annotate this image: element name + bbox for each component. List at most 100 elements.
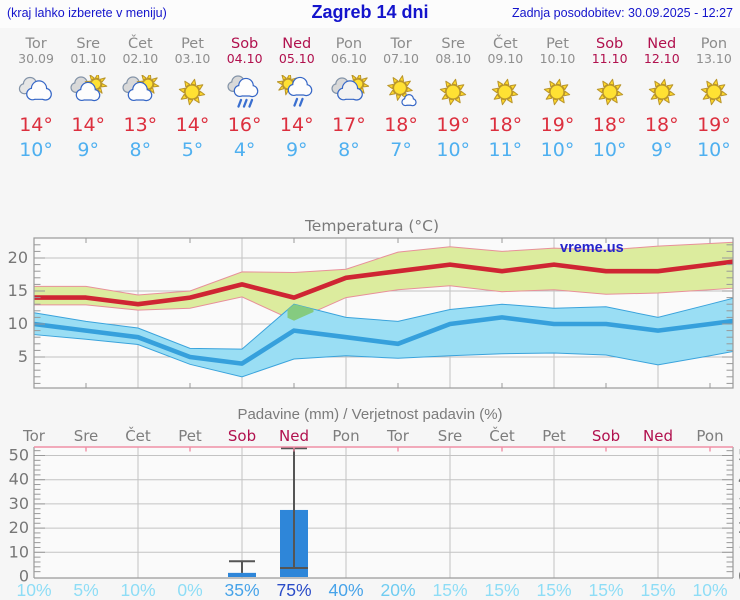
precip-ytick-right: 50 bbox=[738, 446, 740, 465]
temp-ytick: 10 bbox=[8, 314, 28, 333]
precip-probability: 10% bbox=[16, 580, 51, 600]
weather-icon-wrap bbox=[10, 75, 62, 111]
temp-ytick: 20 bbox=[8, 248, 28, 267]
precip-probability: 15% bbox=[484, 580, 519, 600]
day-date: 02.10 bbox=[122, 51, 159, 66]
day-date: 08.10 bbox=[435, 51, 472, 66]
weather-icon-wrap bbox=[323, 72, 375, 111]
watermark[interactable]: vreme.us bbox=[560, 240, 624, 256]
precip-day-label: Tor bbox=[386, 427, 410, 445]
day-column[interactable]: Pon 06.10 17° 8° bbox=[323, 28, 375, 215]
precip-day-label: Tor bbox=[22, 427, 46, 445]
day-date: 10.10 bbox=[539, 51, 576, 66]
page-header: (kraj lahko izberete v meniju) Zagreb 14… bbox=[0, 0, 740, 28]
precip-day-label: Pon bbox=[696, 427, 723, 445]
day-column[interactable]: Pon 13.10 19° 10° bbox=[688, 28, 740, 215]
day-column[interactable]: Sre 01.10 14° 9° bbox=[62, 28, 114, 215]
precip-probability: 40% bbox=[328, 580, 363, 600]
band-overlap bbox=[287, 304, 314, 321]
day-name: Sob bbox=[230, 36, 259, 52]
low-temp: 9° bbox=[650, 139, 673, 161]
sun-icon bbox=[179, 78, 206, 106]
day-date: 03.10 bbox=[174, 51, 211, 66]
precip-ytick-right: 10 bbox=[738, 542, 740, 561]
high-temp: 14° bbox=[279, 114, 314, 136]
temp-ytick: 15 bbox=[8, 281, 28, 300]
day-name: Pon bbox=[700, 36, 728, 52]
weather-icon-wrap bbox=[531, 75, 583, 111]
weather-icon-wrap bbox=[375, 75, 427, 111]
day-name: Ned bbox=[282, 36, 312, 52]
weather-icon-wrap bbox=[427, 75, 479, 111]
day-name: Čet bbox=[492, 36, 518, 52]
temperature-chart: 5 10 15 20 Temperatura (°C) vreme.us bbox=[8, 217, 734, 389]
day-column[interactable]: Čet 02.10 13° 8° bbox=[114, 28, 166, 215]
precip-bar bbox=[228, 572, 256, 577]
precip-day-label: Sre bbox=[438, 427, 463, 445]
weather-icon-wrap bbox=[166, 75, 218, 111]
day-column[interactable]: Čet 09.10 18° 11° bbox=[479, 28, 531, 215]
clouds-icon bbox=[18, 76, 52, 101]
precip-ytick-right: 20 bbox=[738, 518, 740, 537]
day-column[interactable]: Sob 11.10 18° 10° bbox=[584, 28, 636, 215]
precip-chart-title: Padavine (mm) / Verjetnost padavin (%) bbox=[237, 406, 502, 423]
low-temp: 11° bbox=[488, 139, 523, 161]
day-column[interactable]: Ned 05.10 14° 9° bbox=[271, 28, 323, 215]
high-temp: 17° bbox=[332, 114, 366, 136]
high-temp: 18° bbox=[488, 114, 523, 136]
high-temp: 14° bbox=[175, 114, 210, 136]
day-column[interactable]: Sre 08.10 19° 10° bbox=[427, 28, 479, 215]
precip-day-label: Pon bbox=[332, 427, 359, 445]
precip-ytick-right: 40 bbox=[738, 470, 740, 489]
day-column[interactable]: Pet 03.10 14° 5° bbox=[166, 28, 218, 215]
day-date: 30.09 bbox=[18, 51, 54, 66]
day-name: Ned bbox=[647, 36, 677, 52]
sun-rain-icon bbox=[276, 72, 313, 107]
precip-probability: 10% bbox=[120, 580, 155, 600]
day-column[interactable]: Pet 10.10 19° 10° bbox=[531, 28, 583, 215]
cloud-rain-icon bbox=[227, 75, 258, 108]
day-column[interactable]: Tor 07.10 18° 7° bbox=[375, 28, 427, 215]
menu-hint: (kraj lahko izberete v meniju) bbox=[7, 6, 167, 20]
low-temp: 10° bbox=[540, 139, 575, 161]
precip-day-label: Čet bbox=[125, 426, 151, 445]
high-temp: 14° bbox=[19, 114, 53, 136]
precip-probability: 20% bbox=[380, 580, 415, 600]
sun-icon bbox=[700, 78, 728, 106]
sun-cloud-icon bbox=[122, 72, 160, 102]
precip-probability: 15% bbox=[640, 580, 675, 600]
sun-small-cloud-icon bbox=[387, 75, 417, 107]
cloud-sun-icon bbox=[331, 72, 370, 101]
precip-day-label: Čet bbox=[489, 426, 515, 445]
weather-icon-wrap bbox=[114, 72, 166, 111]
day-name: Sre bbox=[76, 36, 101, 52]
precip-probability: 15% bbox=[432, 580, 467, 600]
min-temp-line bbox=[33, 315, 734, 366]
low-temp: 9° bbox=[285, 139, 308, 161]
weather-icon-wrap bbox=[636, 75, 688, 111]
day-date: 05.10 bbox=[278, 51, 315, 66]
precip-ytick-left: 40 bbox=[9, 470, 29, 489]
low-temp: 10° bbox=[19, 139, 53, 161]
day-date: 13.10 bbox=[696, 51, 732, 66]
high-temp: 16° bbox=[227, 114, 262, 136]
high-temp: 14° bbox=[71, 114, 106, 136]
high-temp: 19° bbox=[540, 114, 575, 136]
high-temp: 18° bbox=[384, 114, 418, 136]
precip-ytick-right: 0 bbox=[738, 567, 740, 586]
precip-day-label: Sob bbox=[228, 427, 256, 445]
high-temp: 13° bbox=[123, 114, 158, 136]
weather-icon-wrap bbox=[271, 72, 323, 111]
precip-day-label: Ned bbox=[643, 427, 673, 445]
day-column[interactable]: Sob 04.10 16° 4° bbox=[219, 28, 271, 215]
day-column[interactable]: Ned 12.10 18° 9° bbox=[636, 28, 688, 215]
day-column[interactable]: Tor 30.09 14° 10° bbox=[10, 28, 62, 215]
precip-ytick-left: 20 bbox=[9, 518, 29, 537]
precip-probability: 0% bbox=[177, 580, 202, 600]
last-update: Zadnja posodobitev: 30.09.2025 - 12:27 bbox=[511, 6, 733, 20]
day-date: 07.10 bbox=[383, 51, 419, 66]
low-temp: 7° bbox=[390, 139, 412, 161]
sun-icon bbox=[544, 78, 571, 106]
sun-cloud-icon bbox=[70, 72, 108, 102]
day-name: Tor bbox=[25, 36, 47, 52]
